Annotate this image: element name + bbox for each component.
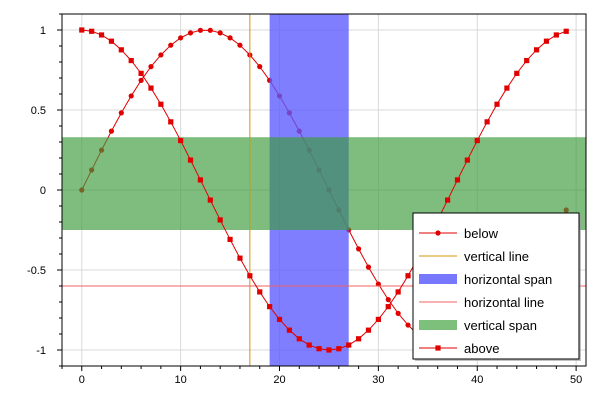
above-point bbox=[494, 101, 500, 107]
above-point bbox=[356, 336, 362, 342]
above-point bbox=[543, 38, 550, 44]
above-point bbox=[405, 273, 411, 279]
below-point bbox=[108, 128, 115, 134]
legend-label-below: below bbox=[464, 226, 499, 241]
legend-label-vspan: vertical span bbox=[464, 318, 537, 333]
above-point bbox=[533, 47, 540, 53]
above-point bbox=[187, 157, 194, 163]
x-tick-label: 50 bbox=[570, 374, 582, 386]
below-point bbox=[405, 322, 411, 328]
legend-swatch-vspan bbox=[419, 320, 457, 330]
above-point bbox=[89, 28, 95, 34]
above-point bbox=[395, 289, 401, 295]
below-point bbox=[375, 281, 381, 287]
y-tick-label: -0.5 bbox=[27, 265, 46, 277]
x-tick-label: 30 bbox=[372, 374, 384, 386]
above-point bbox=[148, 85, 154, 91]
below-point bbox=[128, 93, 134, 99]
below-point bbox=[118, 110, 124, 116]
above-point bbox=[385, 304, 391, 310]
above-point bbox=[276, 316, 283, 323]
y-tick-label: 1 bbox=[40, 25, 46, 37]
below-point bbox=[197, 27, 204, 33]
above-point bbox=[286, 327, 292, 333]
x-tick-label: 20 bbox=[273, 374, 285, 386]
above-point bbox=[553, 32, 559, 38]
x-tick-label: 10 bbox=[175, 374, 187, 386]
above-point bbox=[514, 70, 520, 76]
below-point bbox=[187, 30, 194, 36]
legend-label-hspan: horizontal span bbox=[464, 272, 552, 287]
above-point bbox=[247, 273, 253, 279]
below-point bbox=[237, 42, 243, 48]
above-point bbox=[128, 57, 134, 64]
above-point bbox=[227, 236, 233, 243]
below-point bbox=[178, 35, 184, 41]
above-point bbox=[178, 137, 184, 144]
below-point bbox=[385, 297, 391, 303]
above-point bbox=[168, 119, 174, 125]
above-point bbox=[118, 47, 124, 53]
below-point bbox=[217, 30, 223, 36]
below-point bbox=[356, 246, 362, 252]
above-point bbox=[296, 336, 302, 342]
above-point bbox=[207, 197, 213, 203]
legend-box bbox=[412, 212, 580, 360]
below-point bbox=[148, 64, 154, 70]
below-point bbox=[395, 310, 401, 316]
above-point bbox=[79, 27, 85, 33]
above-point bbox=[197, 177, 204, 183]
above-point bbox=[524, 57, 530, 64]
above-point bbox=[217, 217, 223, 223]
legend-marker-above bbox=[435, 345, 441, 351]
below-point bbox=[257, 64, 263, 70]
above-point bbox=[326, 347, 332, 353]
above-point bbox=[267, 304, 273, 310]
legend: below vertical line horizontal span horizon… bbox=[412, 212, 581, 361]
above-point bbox=[375, 316, 381, 323]
above-point bbox=[454, 177, 461, 183]
above-point bbox=[158, 101, 164, 107]
below-point bbox=[365, 264, 372, 270]
above-point bbox=[504, 85, 510, 91]
above-point bbox=[563, 28, 569, 34]
above-point bbox=[444, 197, 451, 203]
x-tick-label: 40 bbox=[471, 374, 483, 386]
below-point bbox=[207, 27, 213, 33]
below-point bbox=[227, 35, 233, 41]
y-tick-label: 0.5 bbox=[31, 105, 46, 117]
above-point bbox=[257, 289, 263, 295]
above-point bbox=[365, 327, 372, 333]
axes: 0 10 20 30 40 50 1 0.5 0 -0.5 -1 bbox=[27, 13, 587, 386]
above-point bbox=[346, 342, 352, 348]
legend-label-hline: horizontal line bbox=[464, 295, 544, 310]
below-point bbox=[158, 52, 164, 58]
above-point bbox=[98, 32, 105, 38]
above-point bbox=[306, 342, 312, 348]
y-tick-label: -1 bbox=[36, 345, 46, 357]
above-point bbox=[464, 157, 470, 163]
above-point bbox=[474, 137, 480, 144]
legend-swatch-hspan bbox=[419, 274, 457, 284]
below-point bbox=[168, 42, 174, 48]
legend-marker-below bbox=[435, 230, 441, 236]
above-point bbox=[138, 70, 144, 76]
legend-label-above: above bbox=[464, 341, 499, 356]
y-tick-label: 0 bbox=[40, 185, 46, 197]
above-series-line bbox=[81, 29, 567, 351]
above-point bbox=[336, 346, 342, 352]
above-point bbox=[108, 38, 115, 44]
legend-label-vline: vertical line bbox=[464, 249, 529, 264]
above-point bbox=[484, 119, 490, 125]
above-point bbox=[316, 346, 322, 352]
above-point bbox=[237, 255, 243, 261]
x-tick-label: 0 bbox=[79, 374, 85, 386]
below-point bbox=[138, 77, 144, 83]
